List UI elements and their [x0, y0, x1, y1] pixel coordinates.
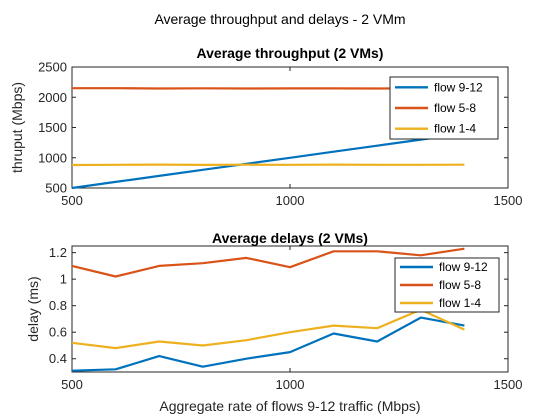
- chart-delays-legend-label: flow 1-4: [439, 296, 481, 310]
- chart-throughput-y-tick-label: 1000: [38, 150, 67, 165]
- chart-delays-ylabel: delay (ms): [25, 276, 41, 341]
- chart-throughput-y-tick-label: 2500: [38, 60, 67, 75]
- chart-throughput-y-tick-label: 2000: [38, 90, 67, 105]
- chart-delays-y-tick-label: 0.4: [49, 351, 67, 366]
- chart-delays-title: Average delays (2 VMs): [212, 230, 368, 246]
- chart-throughput-series-flow-9-12: [71, 132, 465, 190]
- chart-delays-y-tick-label: 0.8: [49, 298, 67, 313]
- chart-delays-y-tick-label: 1.2: [49, 245, 67, 260]
- chart-throughput-y-tick-label: 1500: [38, 120, 67, 135]
- chart-delays-series-flow-1-4: [71, 308, 465, 350]
- chart-throughput-x-tick-label: 1000: [276, 193, 305, 208]
- chart-delays-x-tick-label: 1000: [276, 377, 305, 392]
- figure-suptitle: Average throughput and delays - 2 VMm: [154, 11, 405, 27]
- chart-throughput-legend-label: flow 5-8: [434, 101, 476, 115]
- chart-delays-legend-label: flow 5-8: [439, 278, 481, 292]
- chart-throughput-ylabel: thruput (Mbps): [9, 82, 25, 173]
- chart-delays-y-tick-label: 0.6: [49, 325, 67, 340]
- chart-delays-x-tick-label: 1500: [494, 377, 523, 392]
- chart-throughput-x-tick-label: 500: [61, 193, 83, 208]
- chart-throughput-title: Average throughput (2 VMs): [197, 45, 384, 61]
- chart-delays-x-tick-label: 500: [61, 377, 83, 392]
- chart-throughput-legend-label: flow 1-4: [434, 122, 476, 136]
- chart-delays-xlabel: Aggregate rate of flows 9-12 traffic (Mb…: [159, 398, 420, 414]
- chart-throughput-legend-label: flow 9-12: [434, 80, 483, 94]
- chart-delays-legend-label: flow 9-12: [439, 260, 488, 274]
- chart-delays-y-tick-label: 1: [60, 272, 67, 287]
- chart-throughput-y-tick-label: 500: [45, 181, 67, 196]
- chart-delays-series-flow-5-8: [71, 247, 465, 278]
- chart-throughput-x-tick-label: 1500: [494, 193, 523, 208]
- chart-delays-series-flow-9-12: [71, 316, 465, 372]
